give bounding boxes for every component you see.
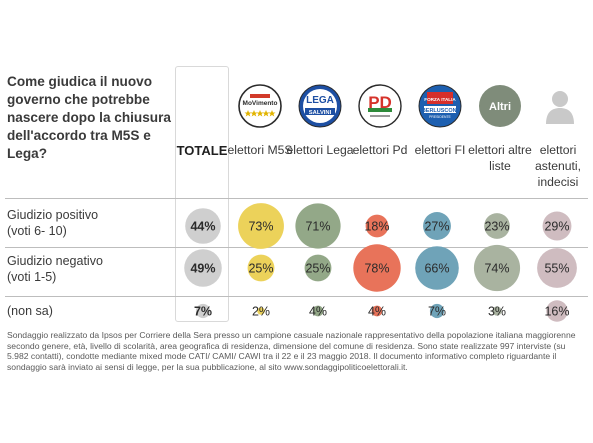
bubble-positivo-totale [185, 208, 221, 244]
footnote: Sondaggio realizzato da Ipsos per Corrie… [7, 330, 576, 372]
row-divider [5, 247, 588, 248]
bubble-non-sa-lega [312, 305, 324, 317]
row-label-negativo-line1: Giudizio negativo [7, 254, 103, 268]
value-label-negativo-totale: 49% [190, 262, 215, 276]
row-label-positivo-line2: (voti 6- 10) [7, 224, 67, 238]
row-divider [5, 198, 588, 199]
fi-logo-name: BERLUSCONI [422, 108, 459, 114]
bubble-negativo-totale [184, 249, 222, 287]
bubble-non-sa-altre [492, 306, 502, 316]
value-label-negativo-fi: 66% [424, 262, 449, 276]
bubble-non-sa-astenuti [546, 300, 568, 322]
bubble-positivo-altre [484, 213, 510, 239]
altri-logo-text: Altri [489, 101, 511, 113]
person-icon [538, 84, 582, 128]
row-label-negativo: Giudizio negativo (voti 1-5) [7, 253, 103, 285]
row-label-non-sa: (non sa) [7, 303, 53, 319]
pd-logo: PD [358, 84, 402, 128]
column-header-fi: elettori FI [414, 143, 466, 157]
altri-logo: Altri [478, 84, 522, 128]
bubble-negativo-fi [415, 246, 459, 290]
value-label-positivo-m5s: 73% [248, 220, 273, 234]
value-label-positivo-lega: 71% [305, 220, 330, 234]
bubble-positivo-fi [423, 212, 451, 240]
value-label-positivo-fi: 27% [424, 220, 449, 234]
column-header-m5s: elettori M5S [227, 143, 293, 157]
row-label-positivo-line1: Giudizio positivo [7, 208, 99, 222]
bubble-positivo-m5s [238, 203, 284, 249]
lega-logo-text: LEGA [306, 95, 334, 106]
bubble-positivo-pd [365, 214, 389, 238]
row-label-non-sa-line1: (non sa) [7, 304, 53, 318]
totale-label: TOTALE [176, 143, 228, 158]
bubble-negativo-lega [304, 254, 332, 282]
bubble-non-sa-pd [371, 305, 383, 317]
value-label-non-sa-totale: 7% [194, 305, 212, 319]
value-label-non-sa-m5s: 2% [252, 305, 270, 319]
value-label-negativo-astenuti: 55% [544, 262, 569, 276]
value-label-non-sa-pd: 4% [368, 305, 386, 319]
bubble-negativo-m5s [247, 254, 275, 282]
value-label-positivo-astenuti: 29% [544, 220, 569, 234]
value-label-negativo-lega: 25% [305, 262, 330, 276]
movimento-5-stelle-logo: MoVimento [238, 84, 282, 128]
value-label-non-sa-fi: 7% [428, 305, 446, 319]
bubble-positivo-lega [295, 203, 341, 249]
value-label-negativo-pd: 78% [364, 262, 389, 276]
row-divider [5, 296, 588, 297]
value-label-non-sa-astenuti: 16% [544, 305, 569, 319]
row-label-negativo-line2: (voti 1-5) [7, 270, 57, 284]
column-header-astenuti: elettori astenuti, indecisi [534, 143, 582, 189]
fi-logo-text: FORZA ITALIA [424, 97, 456, 102]
bubble-non-sa-m5s [257, 307, 265, 315]
bubble-non-sa-fi [429, 303, 445, 319]
fi-logo-subtext: PRESIDENTE [429, 115, 451, 119]
lega-logo-subtext: SALVINI [309, 110, 332, 116]
row-label-positivo: Giudizio positivo (voti 6- 10) [7, 207, 98, 239]
bubble-negativo-pd [353, 244, 401, 292]
m5s-logo-text: MoVimento [243, 100, 278, 107]
pd-logo-text: PD [368, 93, 392, 112]
value-label-positivo-pd: 18% [364, 220, 389, 234]
value-label-non-sa-altre: 3% [488, 305, 506, 319]
bubble-negativo-altre [473, 244, 521, 292]
forza-italia-logo: FORZA ITALIA BERLUSCONI PRESIDENTE [418, 84, 462, 128]
column-header-lega: elettori Lega [286, 143, 354, 157]
lega-salvini-logo: LEGA SALVINI [298, 84, 342, 128]
column-header-pd: elettori Pd [352, 143, 408, 157]
value-label-positivo-totale: 44% [190, 220, 215, 234]
value-label-positivo-altre: 23% [484, 220, 509, 234]
bubble-positivo-astenuti [542, 211, 572, 241]
bubble-negativo-astenuti [537, 248, 577, 288]
bubble-non-sa-totale [195, 303, 211, 319]
question-title: Come giudica il nuovo governo che potreb… [7, 74, 171, 161]
value-label-negativo-m5s: 25% [248, 262, 273, 276]
column-header-altre: elettori altre liste [468, 143, 532, 173]
value-label-non-sa-lega: 4% [309, 305, 327, 319]
value-label-negativo-altre: 74% [484, 262, 509, 276]
